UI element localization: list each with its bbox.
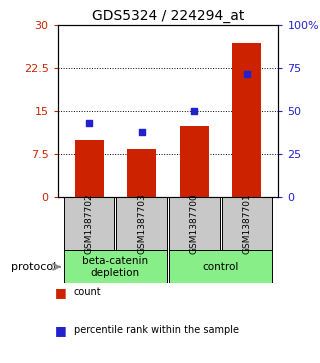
Text: percentile rank within the sample: percentile rank within the sample <box>74 325 239 335</box>
Bar <box>169 250 272 283</box>
Text: control: control <box>202 262 239 272</box>
Bar <box>222 197 272 250</box>
Text: ■: ■ <box>55 286 67 299</box>
Bar <box>64 197 114 250</box>
Text: ■: ■ <box>55 324 67 337</box>
Text: protocol: protocol <box>11 262 57 272</box>
Bar <box>75 140 104 197</box>
Text: GSM1387702: GSM1387702 <box>85 193 94 254</box>
Point <box>192 109 197 114</box>
Point <box>244 71 249 77</box>
Text: GSM1387701: GSM1387701 <box>242 193 251 254</box>
Text: count: count <box>74 287 101 297</box>
Text: GSM1387700: GSM1387700 <box>190 193 199 254</box>
Bar <box>116 197 167 250</box>
Bar <box>232 42 261 197</box>
Bar <box>64 250 167 283</box>
Text: GSM1387703: GSM1387703 <box>137 193 146 254</box>
Title: GDS5324 / 224294_at: GDS5324 / 224294_at <box>92 9 244 23</box>
Point <box>87 121 92 126</box>
Bar <box>180 126 209 197</box>
Point <box>139 129 144 135</box>
Bar <box>169 197 220 250</box>
Text: beta-catenin
depletion: beta-catenin depletion <box>82 256 148 278</box>
Bar <box>127 148 156 197</box>
